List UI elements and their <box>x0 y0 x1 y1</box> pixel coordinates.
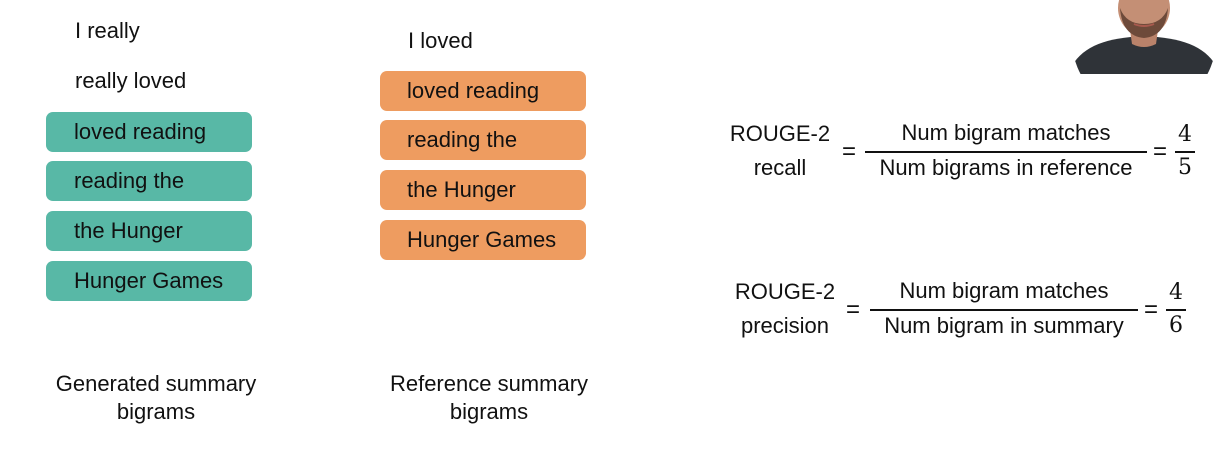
recall-label-line2: recall <box>753 155 807 180</box>
generated-bigram-unmatched: really loved <box>75 68 187 93</box>
equals-sign: = <box>1153 138 1168 165</box>
generated-bigram-matched: Hunger Games <box>46 261 252 301</box>
fraction-bar <box>1175 151 1195 153</box>
presenter-avatar <box>1072 0 1216 74</box>
precision-label-line2: precision <box>740 313 830 338</box>
recall-value-denominator: 5 <box>1178 155 1192 180</box>
reference-caption-line1: Reference summary <box>389 371 589 396</box>
reference-bigram-unmatched: I loved <box>408 28 473 53</box>
recall-numerator: Num bigram matches <box>901 120 1111 145</box>
equals-sign: = <box>1144 296 1159 323</box>
precision-label-line1: ROUGE-2 <box>734 279 836 304</box>
reference-caption: Reference summary bigrams <box>370 370 608 426</box>
generated-caption: Generated summary bigrams <box>36 370 276 426</box>
precision-formula: ROUGE-2 precision = Num bigram matches N… <box>720 273 1210 343</box>
precision-value-denominator: 6 <box>1169 313 1183 338</box>
recall-label: ROUGE-2 recall <box>720 117 840 185</box>
recall-denominator: Num bigrams in reference <box>879 155 1133 180</box>
reference-caption-line2: bigrams <box>449 399 529 424</box>
generated-caption-line1: Generated summary <box>55 371 257 396</box>
generated-bigram-matched: the Hunger <box>46 211 252 251</box>
precision-numerator: Num bigram matches <box>899 278 1109 303</box>
fraction-bar <box>870 309 1138 311</box>
generated-bigram-unmatched: I really <box>75 18 140 43</box>
generated-bigram-matched: reading the <box>46 161 252 201</box>
reference-bigram-matched: the Hunger <box>380 170 586 210</box>
recall-label-line1: ROUGE-2 <box>729 121 831 146</box>
reference-bigram-matched: loved reading <box>380 71 586 111</box>
generated-bigram-matched: loved reading <box>46 112 252 152</box>
generated-caption-line2: bigrams <box>116 399 196 424</box>
reference-bigram-matched: reading the <box>380 120 586 160</box>
equals-sign: = <box>846 296 861 323</box>
equals-sign: = <box>842 138 857 165</box>
reference-bigram-matched: Hunger Games <box>380 220 586 260</box>
recall-value-numerator: 4 <box>1178 122 1192 147</box>
recall-formula: ROUGE-2 recall = Num bigram matches Num … <box>720 115 1210 185</box>
fraction-bar <box>865 151 1147 153</box>
precision-denominator: Num bigram in summary <box>884 313 1124 338</box>
fraction-bar <box>1166 309 1186 311</box>
precision-label: ROUGE-2 precision <box>720 275 850 343</box>
precision-value-numerator: 4 <box>1169 280 1183 305</box>
